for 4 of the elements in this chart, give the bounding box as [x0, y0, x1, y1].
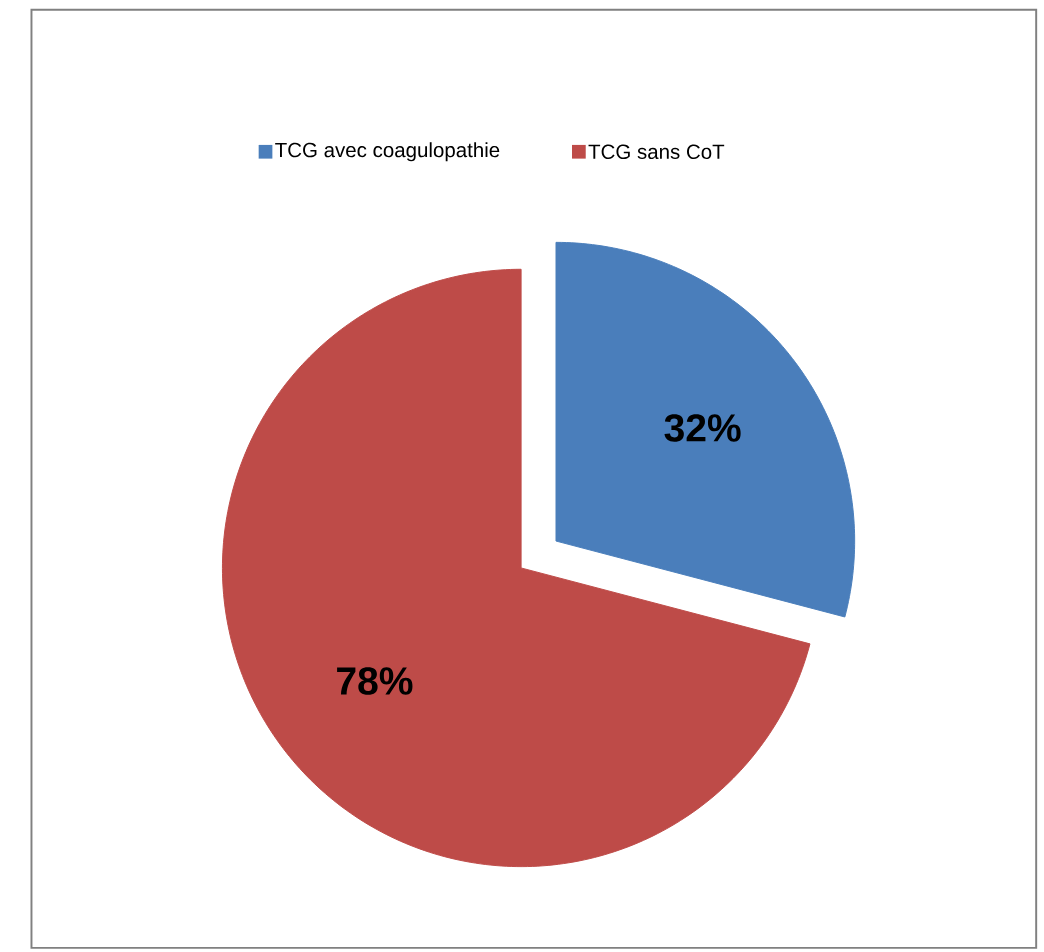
legend-label: TCG sans CoT	[588, 144, 725, 160]
legend-label: TCG avec coagulopathie	[275, 142, 500, 162]
data-label: 78%	[337, 667, 413, 695]
data-label: 32%	[664, 414, 741, 442]
